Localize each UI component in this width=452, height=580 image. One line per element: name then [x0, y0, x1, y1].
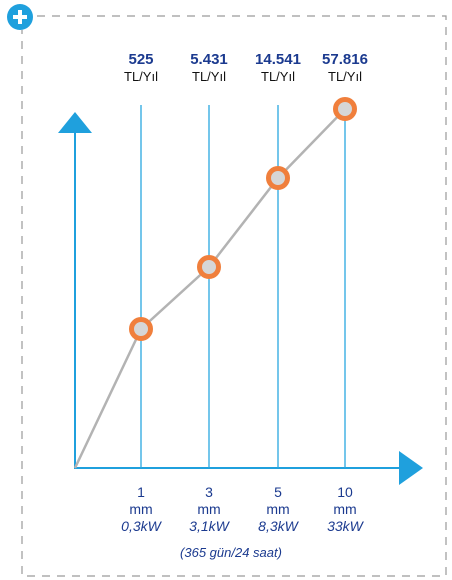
cost-unit-label: TL/Yıl	[192, 69, 226, 84]
cost-value-label: 525	[128, 51, 153, 68]
operating-hours-note: (365 gün/24 saat)	[180, 545, 282, 560]
guide-lines	[140, 105, 346, 468]
power-label: 8,3kW	[258, 518, 299, 534]
cost-unit-label: TL/Yıl	[261, 69, 295, 84]
data-points	[129, 97, 357, 341]
x-axis-arrow	[399, 451, 423, 485]
x-tick-label: 10	[337, 484, 353, 500]
cost-labels: 525TL/Yıl5.431TL/Yıl14.541TL/Yıl57.816TL…	[124, 51, 368, 84]
x-tick-label: 1	[137, 484, 145, 500]
plus-circle-icon[interactable]	[7, 4, 33, 30]
power-label: 0,3kW	[121, 518, 162, 534]
axes	[58, 112, 423, 485]
x-tick-unit: mm	[129, 501, 152, 517]
cost-value-label: 57.816	[322, 51, 368, 68]
power-label: 3,1kW	[189, 518, 230, 534]
x-tick-label: 5	[274, 484, 282, 500]
data-point	[333, 97, 357, 121]
y-axis-arrow	[58, 112, 92, 133]
series-line	[73, 108, 346, 469]
dashed-frame	[21, 15, 447, 577]
x-tick-unit: mm	[266, 501, 289, 517]
data-point	[266, 166, 290, 190]
series-line-path	[73, 108, 346, 469]
x-tick-unit: mm	[333, 501, 356, 517]
cost-value-label: 14.541	[255, 51, 301, 68]
cost-unit-label: TL/Yıl	[124, 69, 158, 84]
cost-unit-label: TL/Yıl	[328, 69, 362, 84]
cost-value-label: 5.431	[190, 51, 228, 68]
power-label: 33kW	[327, 518, 365, 534]
data-point	[197, 255, 221, 279]
x-tick-unit: mm	[197, 501, 220, 517]
data-point	[129, 317, 153, 341]
x-tick-label: 3	[205, 484, 213, 500]
